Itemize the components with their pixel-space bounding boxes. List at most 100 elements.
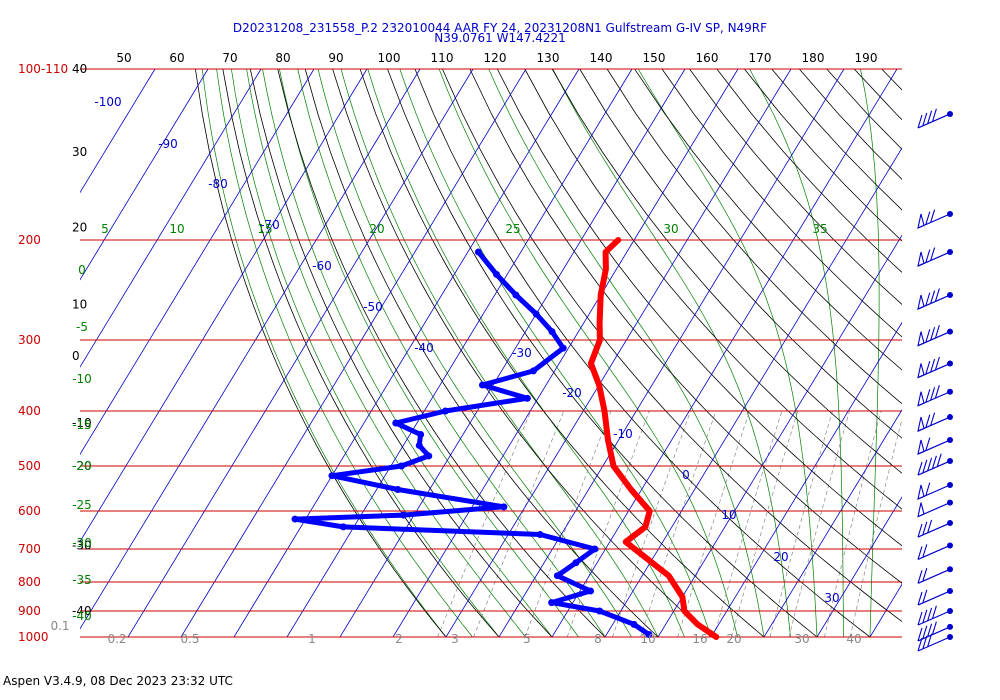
mixing-ratio-label: 5 xyxy=(101,222,109,236)
moist-adiabat-label: -20 xyxy=(72,459,92,473)
pressure-label: 800 xyxy=(18,575,41,589)
dry-adiabat xyxy=(195,68,447,638)
moist-adiabat xyxy=(637,68,818,638)
dewpoint-point xyxy=(394,486,402,494)
mixing-ratio-bottom-label: 0.1 xyxy=(50,619,69,633)
mixing-ratio-bottom-label: 3 xyxy=(451,632,459,646)
moist-adiabat xyxy=(262,68,553,638)
dewpoint-point xyxy=(548,599,556,607)
moist-adiabat-label: 0 xyxy=(78,263,86,277)
dry-adiabat xyxy=(661,68,902,338)
dry-adiabat xyxy=(249,68,553,638)
mixing-ratio-bottom-label: 0.5 xyxy=(180,632,199,646)
isotherm-line xyxy=(976,69,1000,637)
isotherm-line xyxy=(551,68,898,638)
height-label: 10 xyxy=(72,298,87,312)
dewpoint-point xyxy=(559,344,567,352)
dewpoint-point xyxy=(500,503,508,511)
mixing-ratio-bottom-label: 16 xyxy=(692,632,707,646)
top-scale-label: 90 xyxy=(328,51,343,65)
moist-adiabat-label: -35 xyxy=(72,573,92,587)
pressure-label: 600 xyxy=(18,504,41,518)
dry-adiabat xyxy=(359,68,765,638)
dry-adiabat xyxy=(414,68,871,638)
height-label: 40 xyxy=(72,62,87,76)
dry-adiabat xyxy=(716,68,902,273)
dry-adiabat xyxy=(606,68,902,405)
moist-adiabat xyxy=(438,68,738,638)
height-label: 30 xyxy=(72,145,87,159)
dry-adiabat xyxy=(909,69,1000,637)
dewpoint-point xyxy=(523,394,531,402)
height-label: -30 xyxy=(72,538,92,552)
pressure-label: 1000 xyxy=(18,630,49,644)
moist-adiabat-label: -40 xyxy=(72,609,92,623)
moist-adiabat-label: -30 xyxy=(72,536,92,550)
dry-adiabat xyxy=(332,68,712,638)
mixing-ratio-label: 15 xyxy=(257,222,272,236)
dry-adiabat xyxy=(826,68,902,150)
top-scale-label: 190 xyxy=(855,51,878,65)
pressure-label: 400 xyxy=(18,404,41,418)
wind-barb xyxy=(917,356,953,379)
isotherm-line xyxy=(233,68,580,638)
dry-adiabat xyxy=(579,68,902,439)
dry-adiabat xyxy=(881,68,902,91)
moist-adiabat xyxy=(399,68,712,638)
mixing-ratio-bottom-label: 20 xyxy=(726,632,741,646)
isotherm-line xyxy=(763,409,902,638)
wind-barb xyxy=(917,499,953,518)
height-label: 20 xyxy=(72,220,87,234)
dewpoint-point xyxy=(392,419,400,427)
isotherm-line xyxy=(392,68,739,638)
top-scale-label: 60 xyxy=(169,51,184,65)
moist-adiabat-label: -5 xyxy=(76,320,88,334)
mixing-ratio-label: 10 xyxy=(169,222,184,236)
moist-adiabat-label: -25 xyxy=(72,498,92,512)
mixing-ratio-label: 35 xyxy=(812,222,827,236)
isotherm-line xyxy=(80,68,156,194)
dewpoint-profile xyxy=(292,249,652,637)
moist-adiabat xyxy=(216,68,473,638)
top-scale-label: 100 xyxy=(378,51,401,65)
moist-adiabat xyxy=(201,68,447,638)
top-scale-label: 150 xyxy=(643,51,666,65)
wind-barb xyxy=(917,453,953,476)
top-scale-label: 180 xyxy=(802,51,825,65)
dewpoint-point xyxy=(591,545,599,553)
height-label: -20 xyxy=(72,459,92,473)
mixing-ratio-bottom-label: 8 xyxy=(594,632,602,646)
wind-barb xyxy=(917,633,953,652)
mixing-ratio-line xyxy=(437,410,532,638)
dry-adiabat xyxy=(551,68,902,474)
isotherm-label: -30 xyxy=(512,346,532,360)
pressure-label: 500 xyxy=(18,459,41,473)
mixing-ratio-bottom-label: 0.2 xyxy=(107,632,126,646)
top-scale-label: 160 xyxy=(696,51,719,65)
wind-barb xyxy=(917,519,953,538)
chart-title: D20231208_231558_P.2 232010044 AAR FY 24… xyxy=(232,21,768,35)
dewpoint-point xyxy=(425,452,433,460)
top-scale-label: 120 xyxy=(484,51,507,65)
isotherm-line xyxy=(339,68,686,638)
pressure-label: 300 xyxy=(18,333,41,347)
dewpoint-point xyxy=(529,367,537,375)
mixing-ratio-line xyxy=(731,410,799,638)
wind-barb xyxy=(917,605,953,626)
moist-adiabat xyxy=(231,68,500,638)
dewpoint-point xyxy=(339,523,347,531)
pressure-label: 200 xyxy=(18,233,41,247)
isotherm-label: -100 xyxy=(94,95,121,109)
wind-barb xyxy=(917,247,953,267)
temperature-profile xyxy=(587,237,720,640)
dry-adiabat xyxy=(496,68,902,547)
moist-adiabat-label: -15 xyxy=(72,418,92,432)
chart-subtitle: N39.0761 W147.4221 xyxy=(434,31,566,45)
moist-adiabat xyxy=(488,68,765,638)
mixing-ratio-bottom-label: 1 xyxy=(308,632,316,646)
dewpoint-point xyxy=(478,381,486,389)
height-label: -40 xyxy=(72,604,92,618)
dry-adiabat xyxy=(469,68,902,584)
top-scale-label: 130 xyxy=(537,51,560,65)
wind-barb xyxy=(917,324,953,347)
